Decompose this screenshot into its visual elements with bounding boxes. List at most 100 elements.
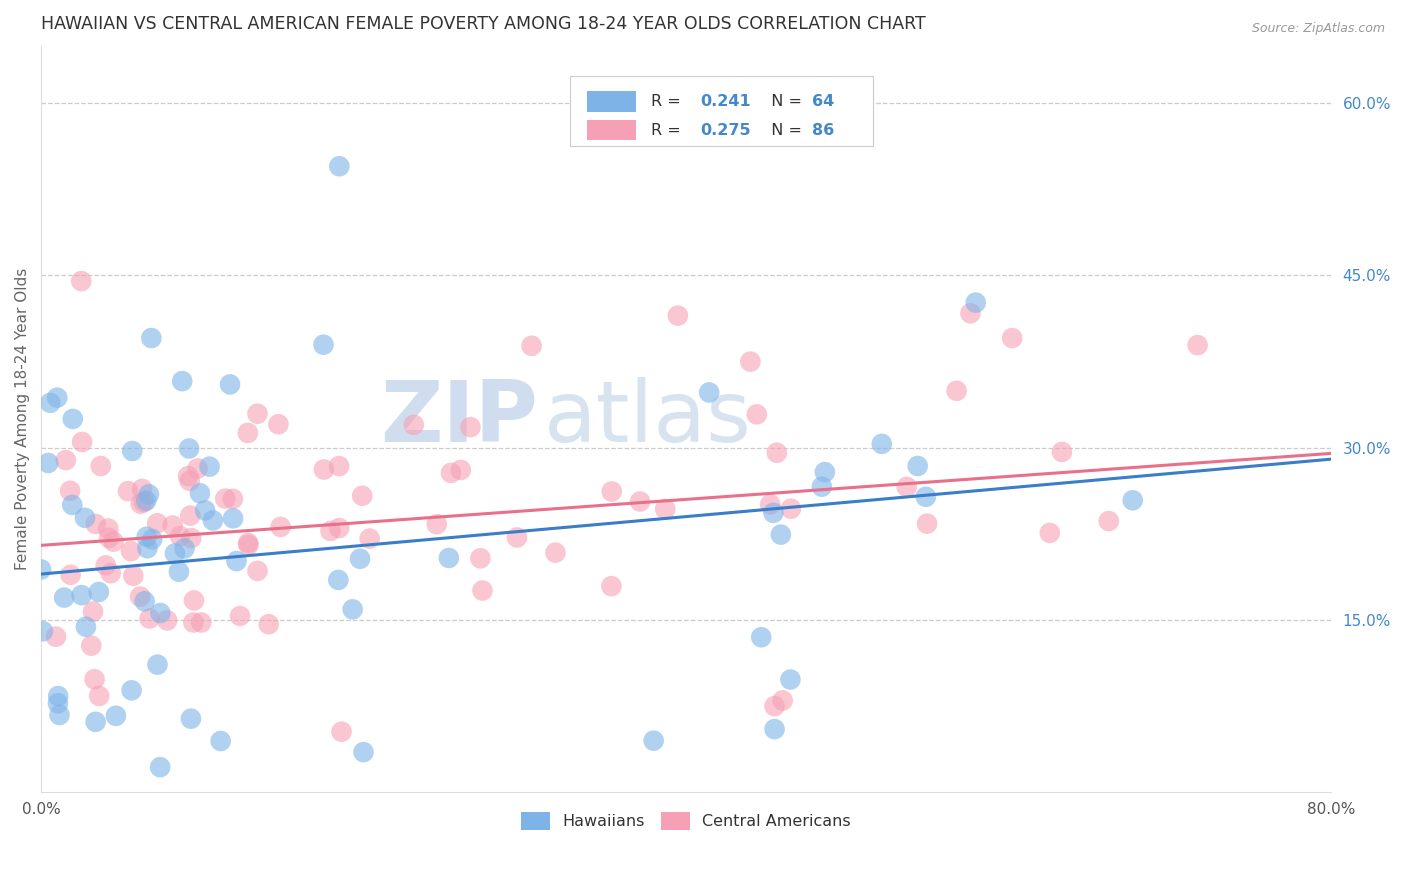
Point: [600, 579, 623, 593]
Point: [762, 506, 785, 520]
Point: [177, 469, 200, 483]
Point: [643, 733, 665, 747]
Point: [772, 693, 794, 707]
Point: [173, 541, 195, 556]
Point: [179, 474, 201, 488]
Point: [87, 585, 110, 599]
Point: [628, 494, 651, 508]
Point: [45, 630, 67, 644]
Point: [120, 544, 142, 558]
Point: [959, 306, 981, 320]
Point: [222, 491, 245, 506]
Point: [132, 495, 155, 509]
Point: [179, 508, 201, 523]
Point: [352, 489, 374, 503]
Point: [90, 458, 112, 473]
Point: [246, 407, 269, 421]
Text: N =: N =: [761, 122, 807, 137]
Point: [319, 524, 342, 538]
Point: [506, 531, 529, 545]
Point: [97, 522, 120, 536]
Bar: [586, 91, 636, 112]
Point: [117, 484, 139, 499]
Point: [359, 532, 381, 546]
Point: [98, 531, 121, 545]
Point: [270, 520, 292, 534]
Point: [180, 712, 202, 726]
Point: [1050, 445, 1073, 459]
Point: [83, 673, 105, 687]
Point: [59, 567, 82, 582]
Point: [222, 511, 245, 525]
Point: [437, 551, 460, 566]
Point: [172, 374, 194, 388]
Point: [896, 480, 918, 494]
Point: [330, 724, 353, 739]
Point: [740, 354, 762, 368]
Point: [30, 562, 52, 576]
Point: [141, 331, 163, 345]
Point: [70, 588, 93, 602]
Point: [763, 722, 786, 736]
Text: 0.241: 0.241: [700, 95, 751, 109]
Point: [82, 605, 104, 619]
Point: [39, 396, 62, 410]
Point: [450, 463, 472, 477]
Point: [1039, 525, 1062, 540]
Point: [135, 493, 157, 508]
Point: [779, 673, 801, 687]
Point: [1122, 493, 1144, 508]
Point: [236, 425, 259, 440]
Point: [312, 462, 335, 476]
Point: [870, 437, 893, 451]
Text: 64: 64: [813, 95, 835, 109]
Point: [156, 614, 179, 628]
Point: [328, 159, 350, 173]
Point: [349, 551, 371, 566]
Point: [1098, 514, 1121, 528]
Text: 86: 86: [813, 122, 835, 137]
Point: [103, 534, 125, 549]
Point: [520, 339, 543, 353]
Point: [183, 615, 205, 630]
Point: [544, 546, 567, 560]
Point: [1001, 331, 1024, 345]
Point: [149, 606, 172, 620]
Point: [426, 517, 449, 532]
Point: [763, 699, 786, 714]
Point: [190, 615, 212, 630]
Point: [138, 487, 160, 501]
Point: [194, 503, 217, 517]
Point: [104, 708, 127, 723]
Point: [915, 516, 938, 531]
Point: [759, 497, 782, 511]
Legend: Hawaiians, Central Americans: Hawaiians, Central Americans: [515, 805, 858, 837]
Point: [129, 590, 152, 604]
Point: [965, 295, 987, 310]
Point: [749, 630, 772, 644]
Point: [209, 734, 232, 748]
Point: [177, 442, 200, 456]
Text: N =: N =: [761, 95, 807, 109]
Text: R =: R =: [651, 122, 686, 137]
Point: [328, 521, 350, 535]
Point: [471, 583, 494, 598]
Point: [60, 498, 83, 512]
Point: [162, 518, 184, 533]
Point: [402, 417, 425, 432]
Point: [780, 501, 803, 516]
Point: [134, 594, 156, 608]
Point: [121, 444, 143, 458]
Point: [136, 541, 159, 556]
Point: [167, 565, 190, 579]
Text: Source: ZipAtlas.com: Source: ZipAtlas.com: [1251, 22, 1385, 36]
Point: [146, 657, 169, 672]
Point: [745, 408, 768, 422]
Point: [138, 611, 160, 625]
Point: [342, 602, 364, 616]
Point: [353, 745, 375, 759]
Point: [328, 458, 350, 473]
Point: [121, 683, 143, 698]
Point: [70, 274, 93, 288]
Point: [654, 502, 676, 516]
